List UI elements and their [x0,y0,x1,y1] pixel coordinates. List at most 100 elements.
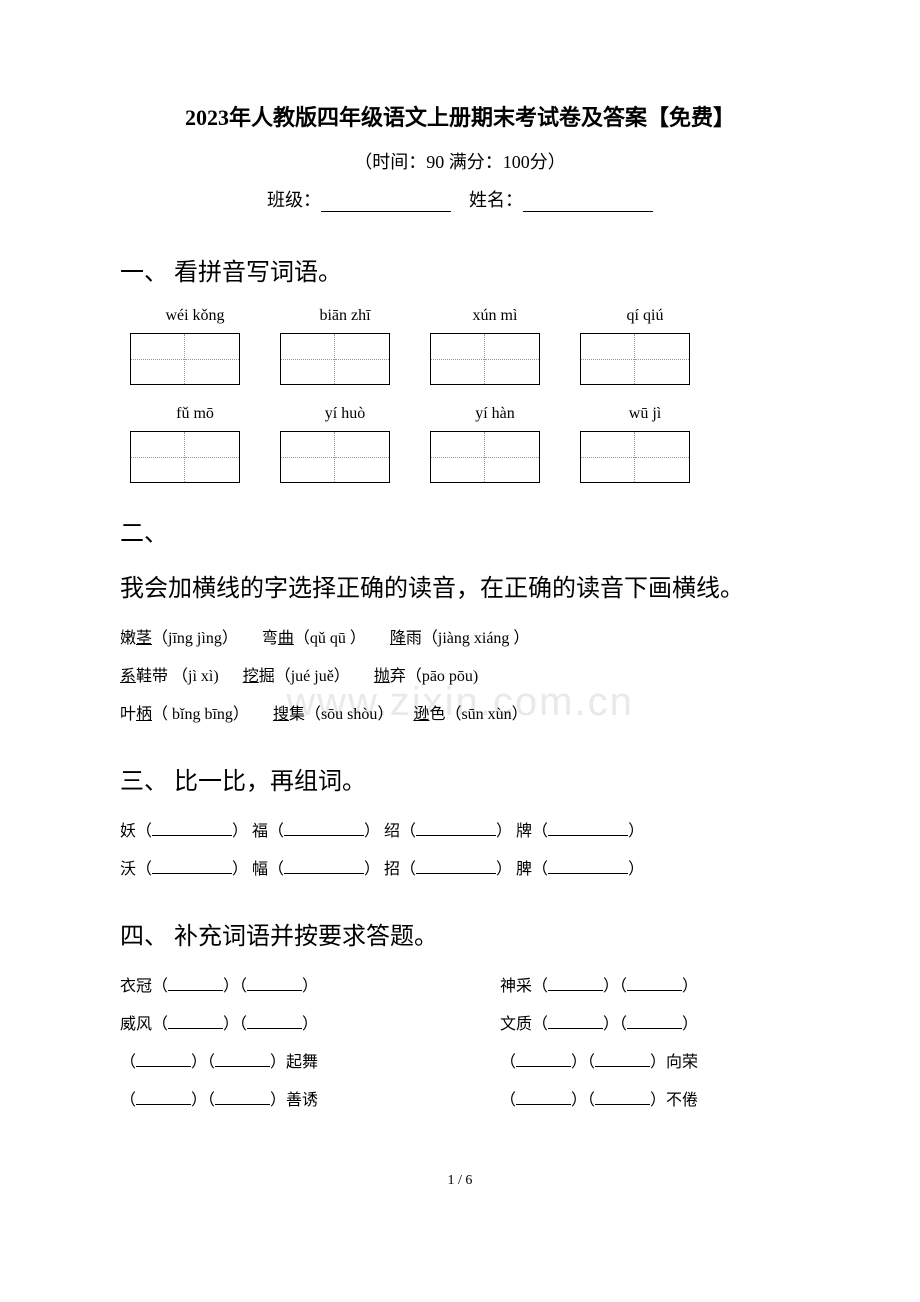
text: ） 牌（ [496,823,548,840]
pinyin-item: fǔ mō [140,405,250,423]
name-label: 姓名： [469,190,523,210]
char-box-pair[interactable] [430,431,540,483]
idiom-row: （）（）不倦 [500,1085,800,1117]
pinyin-item: biān zhī [290,307,400,325]
char-box-pair[interactable] [430,333,540,385]
idiom-row: 神采（）（） [500,971,800,1003]
fill-blank[interactable] [215,1089,270,1105]
name-blank[interactable] [523,194,653,212]
char-box-pair[interactable] [580,333,690,385]
text: ）（ [603,978,627,995]
fill-blank[interactable] [152,820,232,836]
section2-heading: 我会加横线的字选择正确的读音，在正确的读音下画横线。 [120,568,800,603]
fill-blank[interactable] [595,1051,650,1067]
char-box-pair[interactable] [130,431,240,483]
fill-blank[interactable] [247,1013,302,1029]
underline-char: 抛 [374,668,390,685]
fill-blank[interactable] [136,1051,191,1067]
char-box-pair[interactable] [580,431,690,483]
text: ）起舞 [270,1054,318,1071]
fill-blank[interactable] [627,975,682,991]
text: 文质（ [500,1016,548,1033]
underline-char: 搜 [273,706,289,723]
fill-blank[interactable] [168,1013,223,1029]
char-box-pair[interactable] [280,333,390,385]
fill-blank[interactable] [627,1013,682,1029]
text: 威风（ [120,1016,168,1033]
text: 色（sūn xùn） [429,706,527,723]
fill-blank[interactable] [548,820,628,836]
fill-blank[interactable] [516,1089,571,1105]
fill-blank[interactable] [548,1013,603,1029]
idiom-row: 威风（）（） [120,1009,420,1041]
section3-heading: 三、 比一比，再组词。 [120,761,800,796]
fill-blank[interactable] [516,1051,571,1067]
text: ）（ [603,1016,627,1033]
text: 弃（pāo pōu) [390,668,478,685]
char-box-pair[interactable] [280,431,390,483]
fill-blank[interactable] [416,820,496,836]
pinyin-row-1: wéi kǒng biān zhī xún mì qí qiú [120,307,800,325]
text: ）（ [571,1054,595,1071]
fill-blank[interactable] [284,820,364,836]
student-info-line: 班级： 姓名： [120,186,800,212]
section3-row1: 妖（） 福（） 绍（） 牌（） [120,816,800,848]
fill-blank[interactable] [548,975,603,991]
text: 雨（jiàng xiáng ） [406,630,530,647]
underline-char: 降 [390,630,406,647]
fill-blank[interactable] [247,975,302,991]
fill-blank[interactable] [548,858,628,874]
fill-blank[interactable] [595,1089,650,1105]
pinyin-item: xún mì [440,307,550,325]
exam-info: （时间：90 满分：100分） [120,148,800,174]
text: ）善诱 [270,1092,318,1109]
box-row-1 [120,333,800,385]
text: （ [120,1092,136,1109]
text: ） 福（ [232,823,284,840]
text: 叶 [120,706,136,723]
text: ）（ [223,978,247,995]
text: 妖（ [120,823,152,840]
underline-char: 挖 [243,668,259,685]
text: ）（ [191,1092,215,1109]
idiom-row: （ ）（ ）起舞 [120,1047,420,1079]
fill-blank[interactable] [136,1089,191,1105]
section2-line1: 嫩茎（jīng jìng） 弯曲（qǔ qū ） 降雨（jiàng xiáng … [120,623,800,655]
pinyin-item: yí hàn [440,405,550,423]
fill-blank[interactable] [215,1051,270,1067]
text: ）（ [191,1054,215,1071]
page-title: 2023年人教版四年级语文上册期末考试卷及答案【免费】 [120,100,800,132]
section4-left-col: 衣冠（）（） 威风（）（） （）（）起舞 （）（）善诱 [120,971,420,1123]
text: 鞋带 （jì xì) [136,668,219,685]
text: 神采（ [500,978,548,995]
section4-cols: 衣冠（）（） 威风（）（） （）（）起舞 （）（）善诱 神采（）（） 文质（）（… [120,971,800,1123]
text: 集（sōu shòu） [289,706,393,723]
page-footer: 1 / 6 [120,1173,800,1189]
pinyin-item: wū jì [590,405,700,423]
text: ） 招（ [364,861,416,878]
fill-blank[interactable] [416,858,496,874]
text: ）向荣 [650,1054,698,1071]
text: （ [120,1054,136,1071]
section4-right-col: 神采（）（） 文质（）（） （）（）向荣 （）（）不倦 [500,971,800,1123]
idiom-row: （ ）（ ）善诱 [120,1085,420,1117]
text: （ [500,1054,516,1071]
underline-char: 系 [120,668,136,685]
section3-row2: 沃（） 幅（） 招（） 脾（） [120,854,800,886]
text: 衣冠（ [120,978,168,995]
text: （jīng jìng） [152,630,238,647]
fill-blank[interactable] [152,858,232,874]
underline-char: 柄 [136,706,152,723]
underline-char: 逊 [413,706,429,723]
pinyin-item: qí qiú [590,307,700,325]
text: 弯 [262,630,278,647]
char-box-pair[interactable] [130,333,240,385]
text: ） 幅（ [232,861,284,878]
text: ）（ [571,1092,595,1109]
text: ） [628,823,644,840]
idiom-row: 文质（）（） [500,1009,800,1041]
fill-blank[interactable] [284,858,364,874]
fill-blank[interactable] [168,975,223,991]
pinyin-item: yí huò [290,405,400,423]
class-blank[interactable] [321,194,451,212]
